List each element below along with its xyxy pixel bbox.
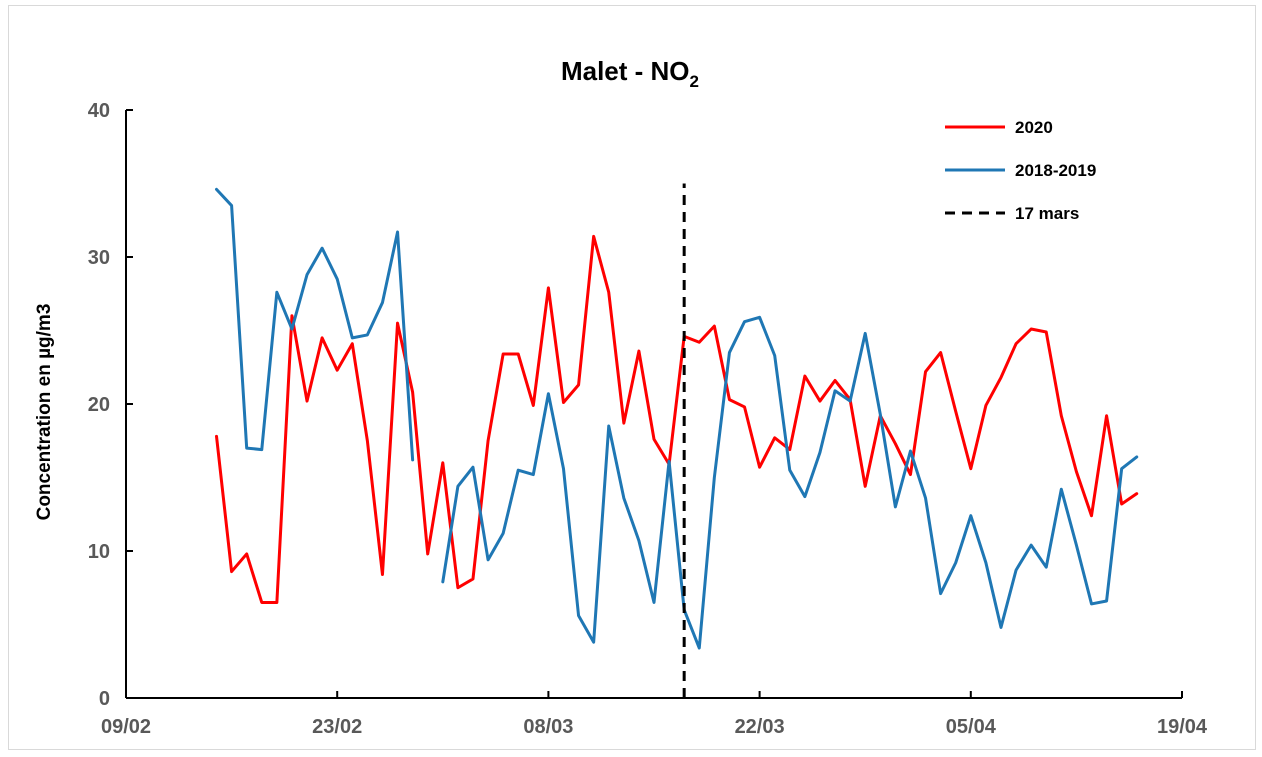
chart-title-subscript: 2	[690, 72, 699, 91]
x-tick-label: 19/04	[1157, 716, 1208, 738]
y-axis-title: Concentration en µg/m3	[34, 304, 55, 521]
y-tick-label: 10	[88, 541, 110, 563]
y-tick-label: 20	[88, 394, 110, 416]
series-line-2020	[215, 234, 1139, 604]
x-tick-label: 23/02	[312, 716, 362, 738]
legend-label: 2020	[1015, 118, 1053, 137]
series-line-2018-2019	[215, 187, 415, 462]
x-tick-label: 08/03	[523, 716, 573, 738]
legend-label: 17 mars	[1015, 204, 1079, 223]
series-group	[215, 187, 1139, 650]
series-2018-2019	[215, 187, 1139, 650]
axes: 0 10 20 30 40 09/02 23/02 08/03 22/03 05/04 19/04	[88, 100, 1208, 738]
y-tick-label: 30	[88, 247, 110, 269]
legend: 2020 2018-2019 17 mars	[945, 118, 1096, 223]
chart-title: Malet - NO2	[561, 56, 699, 91]
y-tick-label: 0	[99, 688, 110, 710]
legend-label: 2018-2019	[1015, 161, 1096, 180]
chart-title-main: Malet - NO	[561, 56, 690, 86]
x-tick-label: 22/03	[735, 716, 785, 738]
y-tick-label: 40	[88, 100, 110, 122]
x-tick-label: 09/02	[101, 716, 151, 738]
x-tick-label: 05/04	[946, 716, 997, 738]
series-line-2018-2019	[441, 315, 1139, 650]
series-2020	[215, 234, 1139, 604]
